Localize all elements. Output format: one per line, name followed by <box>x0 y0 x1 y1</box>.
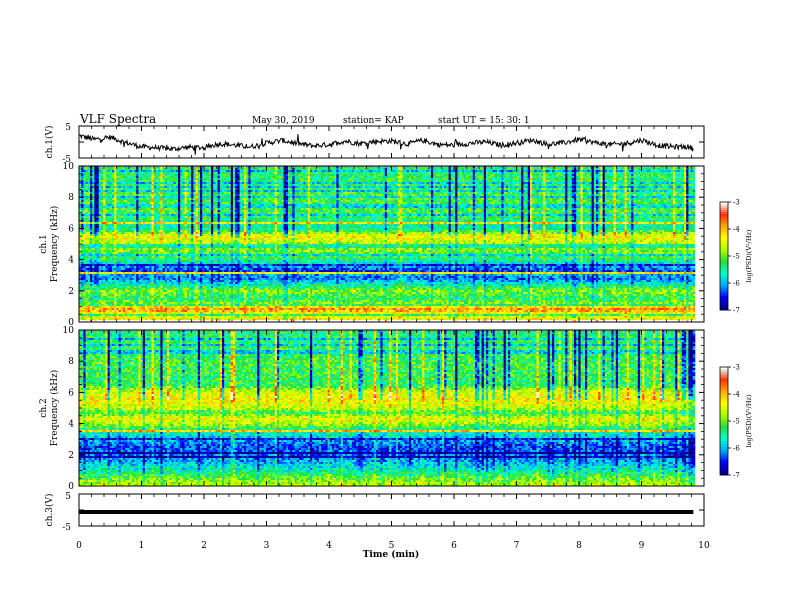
time-tick-label: 10 <box>698 541 710 551</box>
freq-tick-label: 8 <box>68 357 74 367</box>
colorbar-label: log(PSD)(V²/Hz) <box>745 229 753 282</box>
freq-tick-label: 10 <box>63 326 75 336</box>
vlf-spectra-figure: VLF Spectra May 30, 2019 station= KAP st… <box>0 0 792 612</box>
ch1-ytick-top: 5 <box>65 123 71 133</box>
time-tick-label: 8 <box>576 541 582 551</box>
time-tick-label: 6 <box>451 541 457 551</box>
time-tick-label: 9 <box>639 541 645 551</box>
ch3-ytick-bottom: -5 <box>62 523 71 533</box>
freq-tick-label: 4 <box>68 256 74 266</box>
time-tick-label: 1 <box>139 541 145 551</box>
ch2-freq-ylabel: Frequency (kHz) <box>49 370 60 447</box>
ch1-freq-ylabel: Frequency (kHz) <box>49 206 60 283</box>
time-axis-label: Time (min) <box>363 549 420 560</box>
colorbar-tick-label: -3 <box>733 364 740 372</box>
colorbar-tick-label: -5 <box>733 253 740 261</box>
ch1-waveform-panel: 5 -5 ch.1(V) <box>44 123 704 165</box>
colorbar-tick-label: -6 <box>733 445 740 453</box>
colorbar-tick-label: -7 <box>733 307 740 315</box>
date-label: May 30, 2019 <box>252 116 315 126</box>
ch1-waveform-trace <box>79 134 693 155</box>
freq-tick-label: 6 <box>68 224 74 234</box>
freq-tick-label: 2 <box>68 287 74 297</box>
ch2-spectrogram-image <box>79 330 695 486</box>
ch2-colorbar: -3 -4 -5 -6 -7 log(PSD)(V²/Hz) <box>720 364 753 480</box>
colorbar-label: log(PSD)(V²/Hz) <box>745 394 753 447</box>
ch3-ytick-top: 5 <box>65 492 71 502</box>
ch2-spectrogram-panel: 0 2 4 6 8 10 ch.2 Frequency (kHz) <box>39 326 704 492</box>
colorbar-tick-label: -4 <box>733 226 740 234</box>
time-tick-label: 7 <box>514 541 520 551</box>
colorbar-tick-label: -5 <box>733 418 740 426</box>
freq-tick-label: 2 <box>68 451 74 461</box>
colorbar-tick-label: -4 <box>733 391 740 399</box>
freq-tick-label: 0 <box>68 482 74 492</box>
start-time-label: start UT = 15: 30: 1 <box>438 116 530 126</box>
colorbar-tick-label: -6 <box>733 280 740 288</box>
station-label: station= KAP <box>343 116 404 126</box>
time-tick-label: 3 <box>264 541 270 551</box>
time-tick-label: 2 <box>201 541 207 551</box>
ch1-colorbar: -3 -4 -5 -6 -7 log(PSD)(V²/Hz) <box>720 199 753 315</box>
ch3-ylabel: ch.3(V) <box>44 494 55 527</box>
ch1-waveform-line <box>79 134 693 155</box>
figure-header: VLF Spectra May 30, 2019 station= KAP st… <box>79 112 530 126</box>
freq-tick-label: 8 <box>68 193 74 203</box>
time-tick-label: 4 <box>326 541 332 551</box>
ch2-freq-ylabel-channel: ch.2 <box>39 398 49 417</box>
ch1-ylabel: ch.1(V) <box>44 126 55 159</box>
freq-tick-label: 6 <box>68 388 74 398</box>
ch3-waveform-panel: 5 -5 ch.3(V) <box>44 492 704 533</box>
freq-tick-label: 4 <box>68 420 74 430</box>
figure-title: VLF Spectra <box>79 112 156 126</box>
ch1-spectrogram-image <box>79 166 695 322</box>
freq-tick-label: 10 <box>63 162 75 172</box>
colorbar-tick-label: -7 <box>733 472 740 480</box>
time-tick-label: 0 <box>76 541 82 551</box>
ch1-freq-ylabel-channel: ch.1 <box>39 234 49 253</box>
colorbar-tick-label: -3 <box>733 199 740 207</box>
